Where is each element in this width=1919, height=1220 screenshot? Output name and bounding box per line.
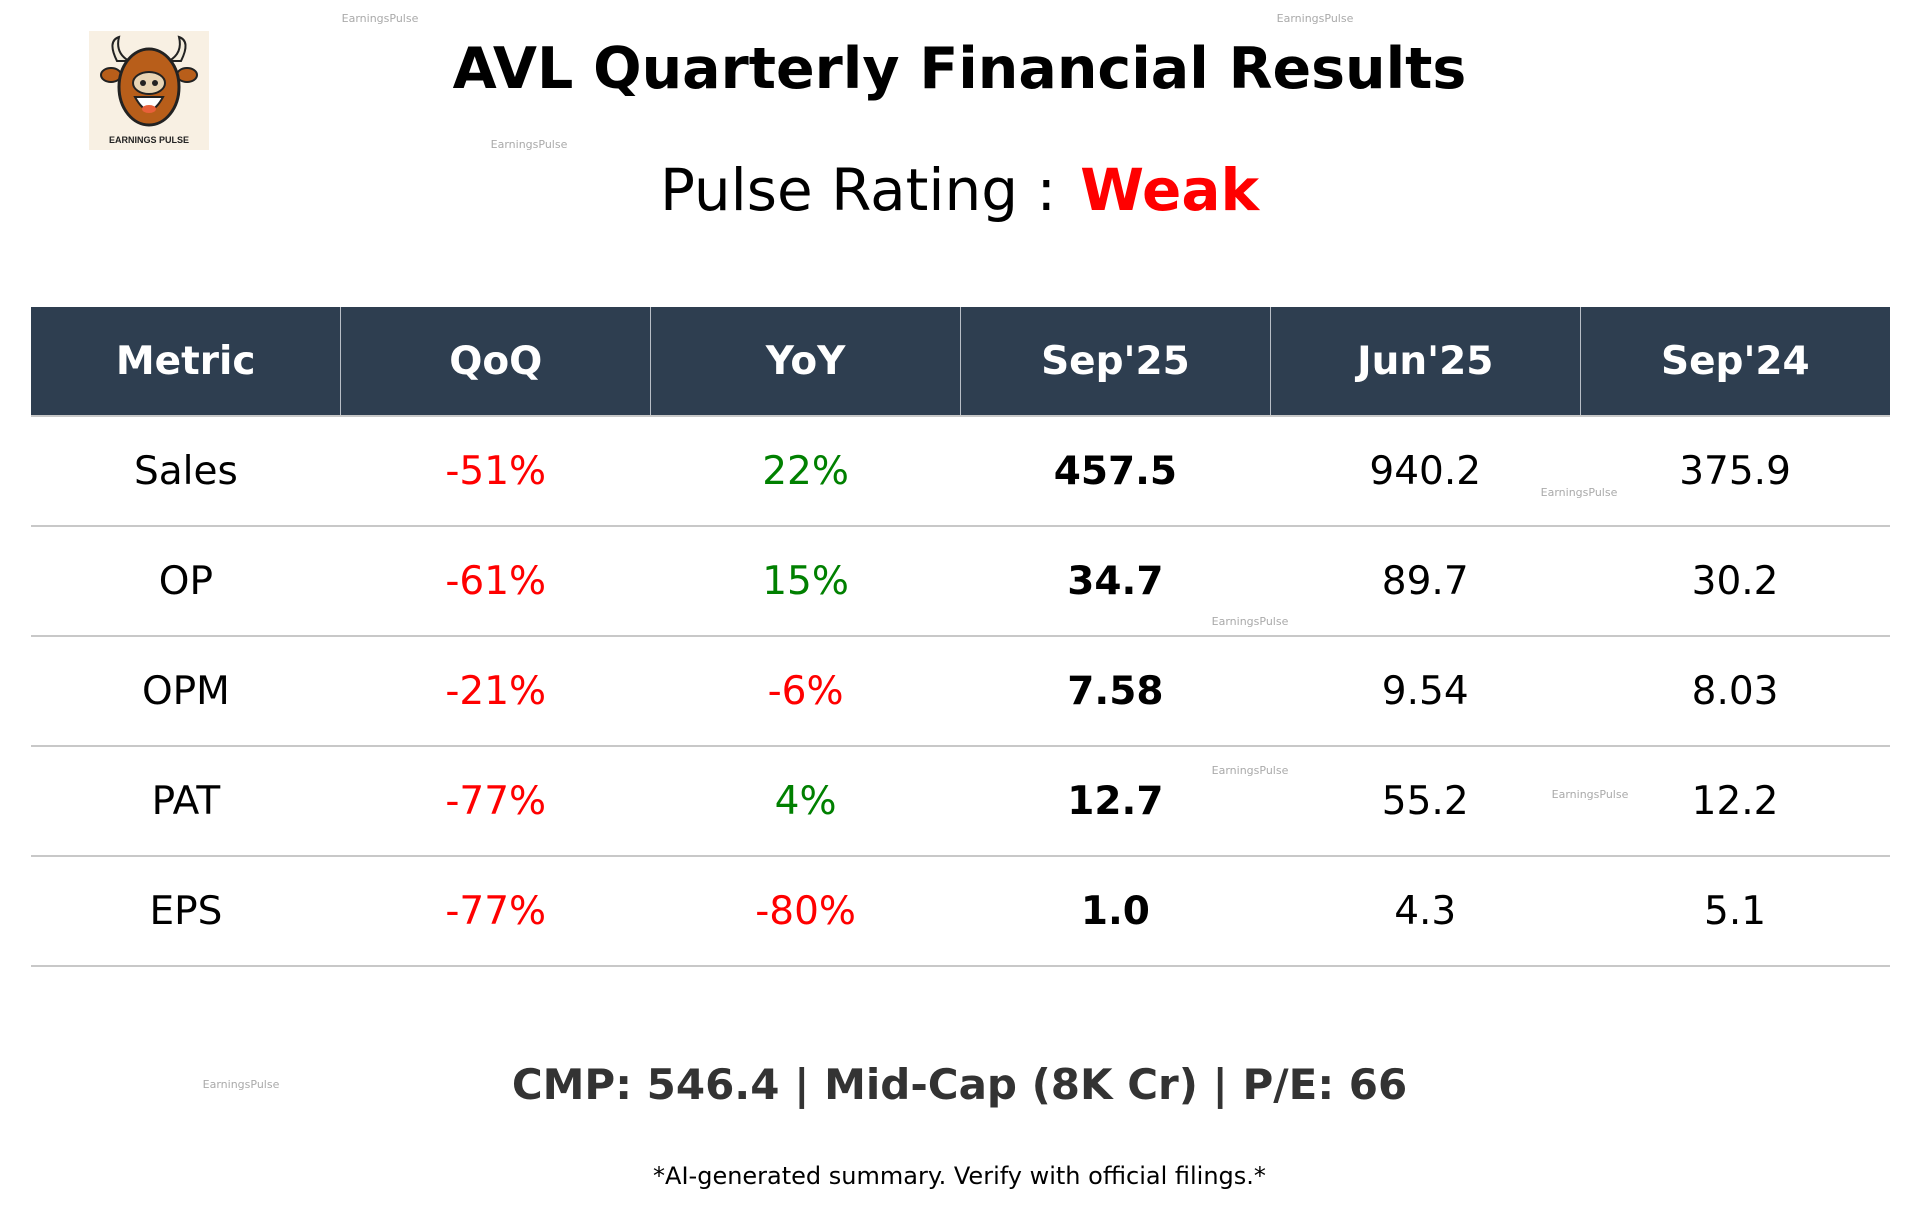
watermark: EarningsPulse: [490, 138, 568, 151]
cell-sep24: 30.2: [1580, 526, 1890, 637]
cell-sep24: 5.1: [1580, 856, 1890, 967]
cell-jun25: 9.54: [1270, 636, 1581, 747]
cell-qoq: -51%: [340, 416, 651, 527]
cell-jun25: 4.3: [1270, 856, 1581, 967]
cell-jun25: 940.2: [1270, 416, 1581, 527]
cell-metric: EPS: [31, 856, 341, 967]
cell-qoq: -77%: [340, 856, 651, 967]
cell-jun25: 89.7: [1270, 526, 1581, 637]
cell-yoy: 15%: [650, 526, 961, 637]
header-metric: Metric: [31, 307, 341, 417]
cell-yoy: -6%: [650, 636, 961, 747]
table-row: EPS -77% -80% 1.0 4.3 5.1: [31, 856, 1890, 967]
cell-metric: OPM: [31, 636, 341, 747]
table-header-row: Metric QoQ YoY Sep'25 Jun'25 Sep'24: [31, 307, 1890, 417]
cell-sep25: 34.7: [960, 526, 1271, 637]
cell-sep24: 8.03: [1580, 636, 1890, 747]
table-row: Sales -51% 22% 457.5 940.2 375.9: [31, 416, 1890, 527]
cell-sep24: 12.2: [1580, 746, 1890, 857]
disclaimer: *AI-generated summary. Verify with offic…: [653, 1162, 1266, 1190]
cell-yoy: 22%: [650, 416, 961, 527]
cell-sep25: 7.58: [960, 636, 1271, 747]
cell-qoq: -21%: [340, 636, 651, 747]
cell-yoy: 4%: [650, 746, 961, 857]
table-row: PAT -77% 4% 12.7 55.2 12.2: [31, 746, 1890, 857]
table-row: OP -61% 15% 34.7 89.7 30.2: [31, 526, 1890, 637]
earnings-pulse-logo: EARNINGS PULSE: [89, 31, 209, 150]
header-sep25: Sep'25: [959, 307, 1271, 417]
cell-jun25: 55.2: [1270, 746, 1581, 857]
cell-sep25: 12.7: [960, 746, 1271, 857]
watermark: EarningsPulse: [1540, 486, 1618, 499]
pulse-rating-label: Pulse Rating :: [659, 156, 1057, 224]
pulse-rating-value: Weak: [1080, 156, 1260, 224]
market-summary: CMP: 546.4 | Mid-Cap (8K Cr) | P/E: 66: [511, 1060, 1408, 1109]
watermark: EarningsPulse: [202, 1078, 280, 1091]
cell-metric: OP: [31, 526, 341, 637]
results-table: Metric QoQ YoY Sep'25 Jun'25 Sep'24 Sale…: [31, 307, 1890, 967]
watermark: EarningsPulse: [1211, 615, 1289, 628]
cell-sep25: 457.5: [960, 416, 1271, 527]
page-title: AVL Quarterly Financial Results: [452, 36, 1467, 102]
watermark: EarningsPulse: [341, 12, 419, 25]
header-jun25: Jun'25: [1269, 307, 1581, 417]
pulse-rating: Pulse Rating : Weak: [0, 155, 1919, 225]
header-sep24: Sep'24: [1579, 307, 1890, 417]
cell-sep24: 375.9: [1580, 416, 1890, 527]
cell-yoy: -80%: [650, 856, 961, 967]
watermark: EarningsPulse: [1276, 12, 1354, 25]
header-yoy: YoY: [650, 307, 961, 417]
cell-sep25: 1.0: [960, 856, 1271, 967]
cell-qoq: -61%: [340, 526, 651, 637]
table-row: OPM -21% -6% 7.58 9.54 8.03: [31, 636, 1890, 747]
bull-mascot-icon: EARNINGS PULSE: [100, 35, 198, 145]
header-qoq: QoQ: [340, 307, 651, 417]
cell-metric: PAT: [31, 746, 341, 857]
cell-metric: Sales: [31, 416, 341, 527]
cell-qoq: -77%: [340, 746, 651, 857]
watermark: EarningsPulse: [1551, 788, 1629, 801]
svg-text:EARNINGS PULSE: EARNINGS PULSE: [109, 135, 189, 145]
watermark: EarningsPulse: [1211, 764, 1289, 777]
